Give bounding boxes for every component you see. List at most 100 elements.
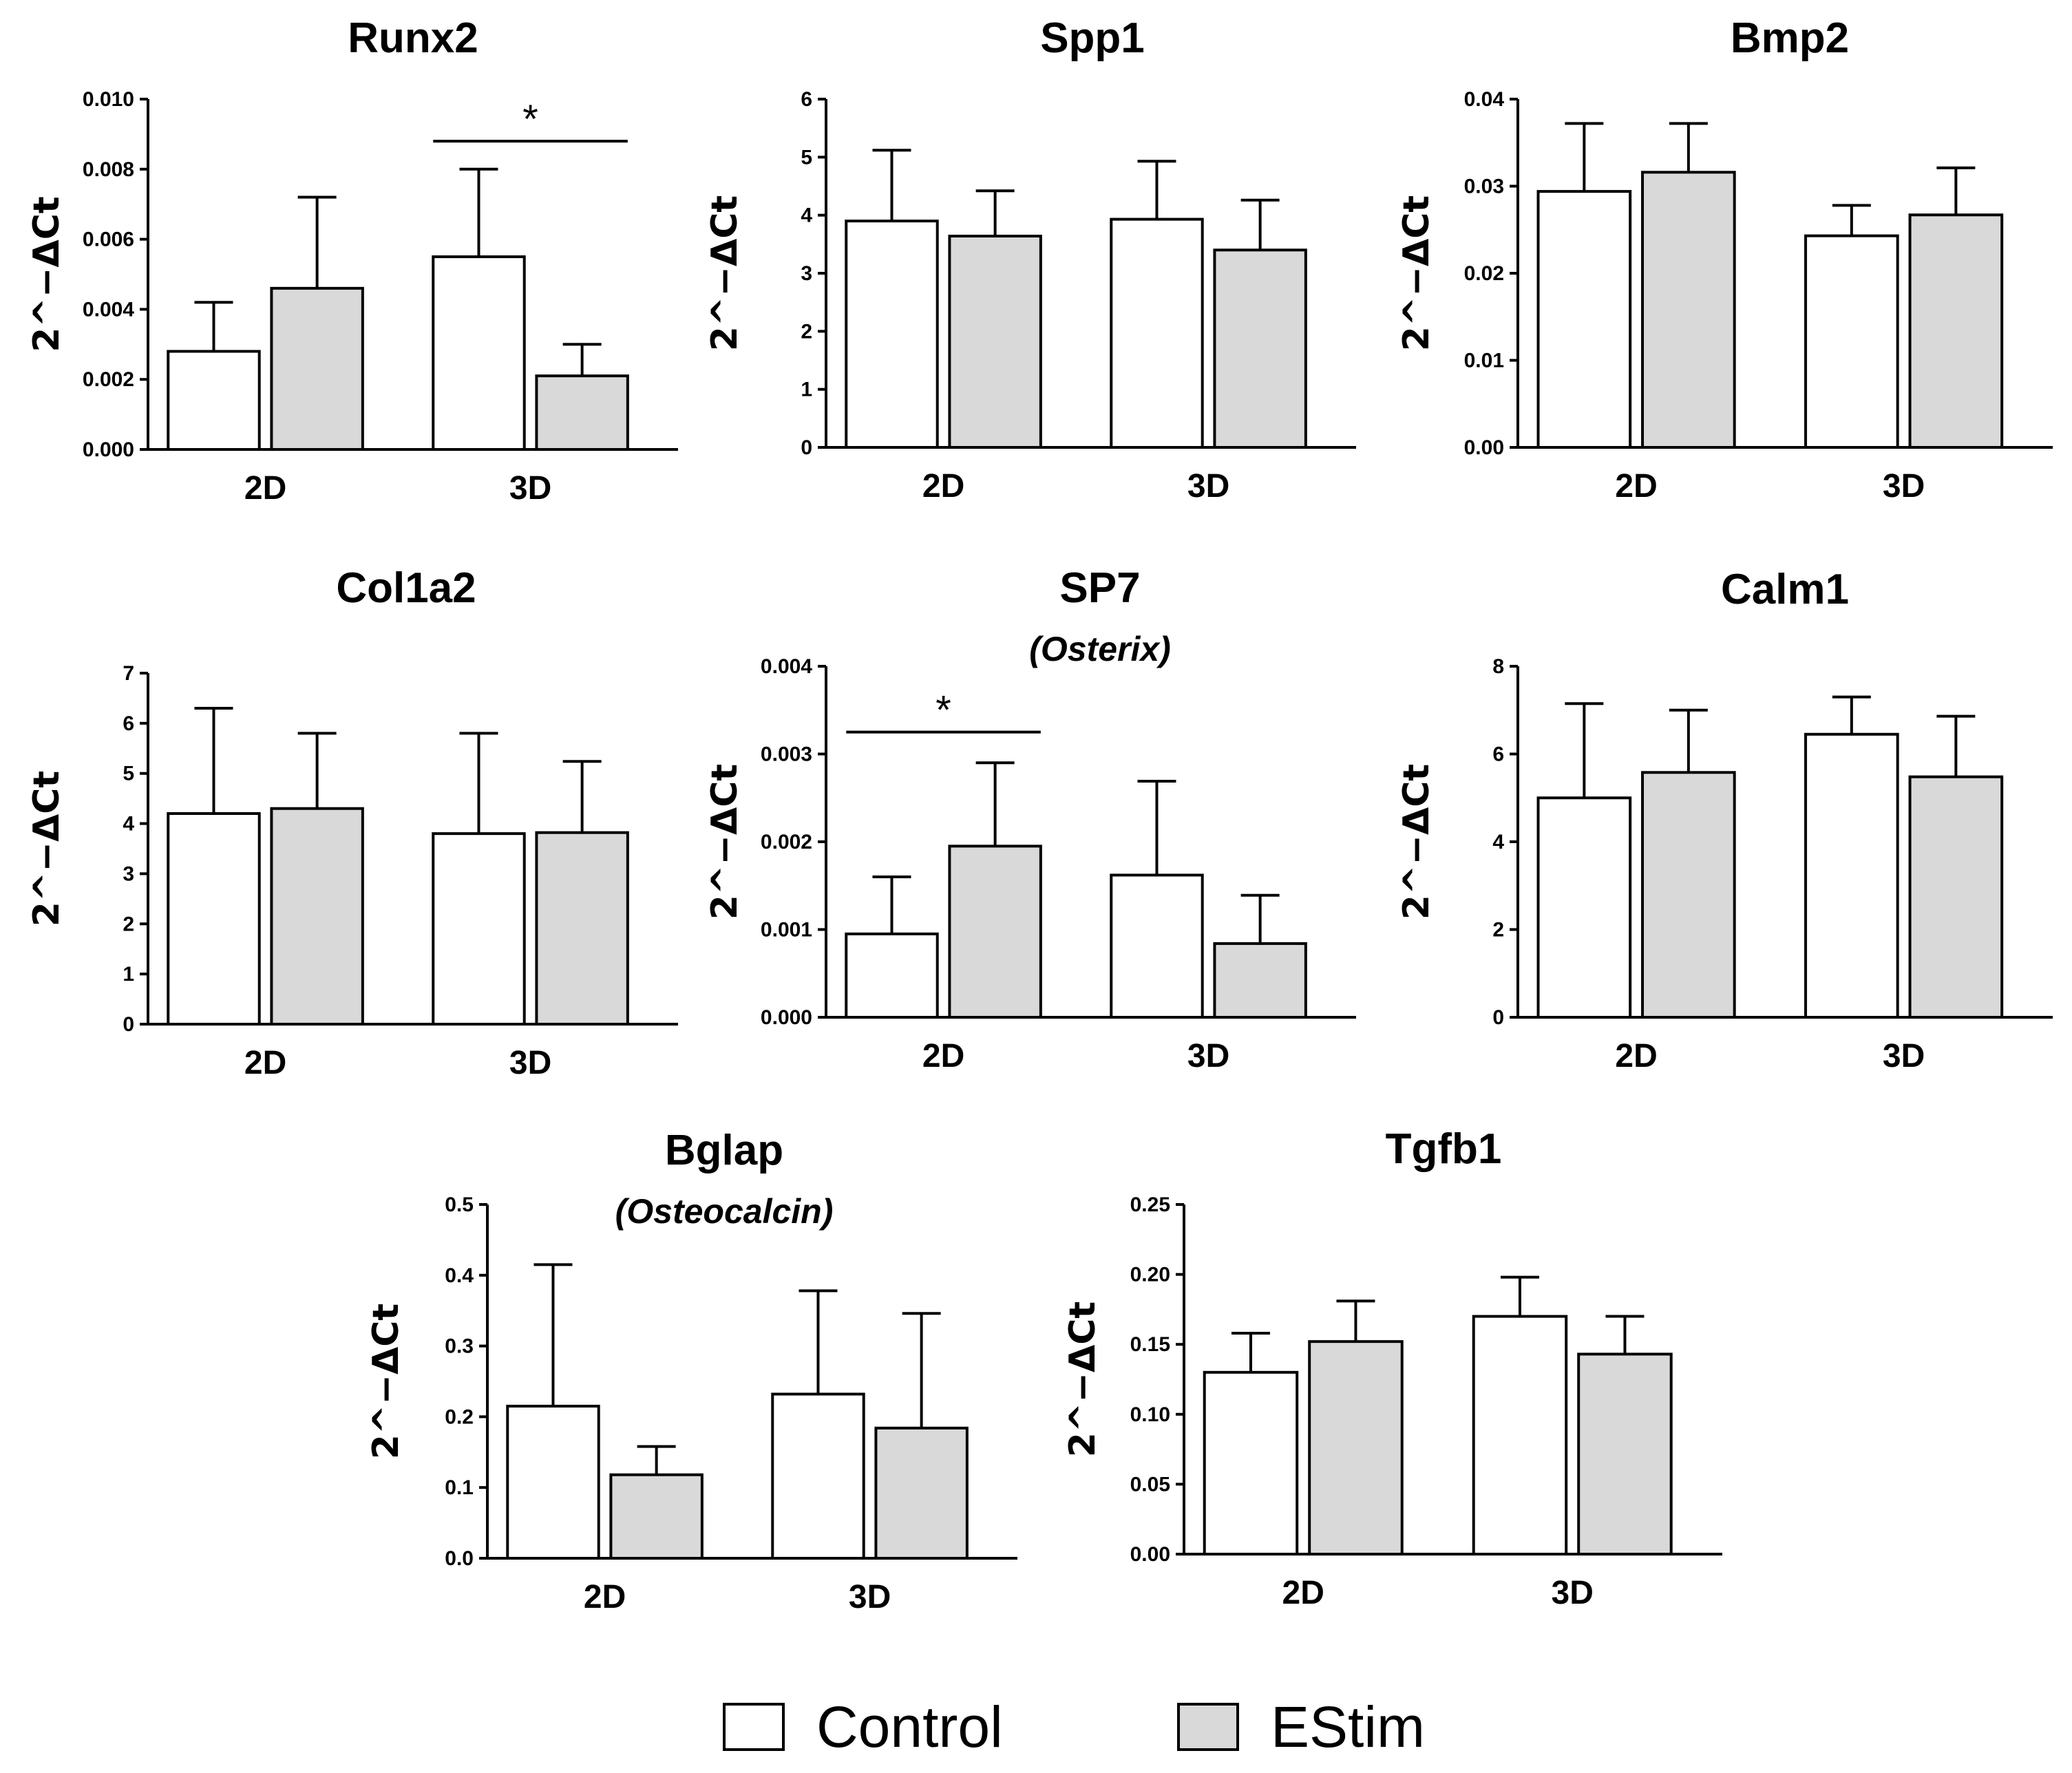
x-tick-label: 2D — [922, 468, 964, 505]
y-tick-label: 0.5 — [445, 1193, 474, 1216]
significance-star: * — [522, 97, 538, 142]
bar-3D-control — [1472, 1315, 1568, 1556]
y-axis-label: 2^−ΔCt — [704, 764, 746, 920]
legend: Control EStim — [723, 1695, 1425, 1759]
y-tick-label: 0.10 — [1130, 1403, 1170, 1426]
legend-label-control: Control — [816, 1695, 1003, 1759]
y-axis-label: 2^−ΔCt — [26, 196, 67, 352]
y-tick-label: 0.003 — [761, 743, 812, 766]
chart-title: Tgfb1 — [1386, 1125, 1502, 1173]
y-tick-label: 0.2 — [445, 1405, 474, 1428]
legend-swatch-estim — [1177, 1703, 1239, 1751]
bar-3D-estim — [1908, 775, 2004, 1019]
bar-3D-estim — [1908, 213, 2004, 449]
chart-title: SP7 — [1059, 564, 1140, 612]
y-tick-label: 0.1 — [445, 1476, 474, 1499]
y-tick-label: 2 — [801, 320, 812, 343]
y-tick-label: 0.05 — [1130, 1473, 1170, 1496]
chart-title: Col1a2 — [336, 564, 476, 612]
y-tick-label: 3 — [123, 862, 134, 885]
y-tick-label: 6 — [801, 88, 812, 111]
x-tick-label: 2D — [244, 1045, 286, 1081]
y-axis-label: 2^−ΔCt — [26, 771, 67, 927]
y-tick-label: 0 — [1492, 1006, 1504, 1029]
y-axis-label: 2^−ΔCt — [1396, 764, 1437, 920]
bar-3D-control — [432, 832, 526, 1026]
bar-3D-control — [771, 1392, 865, 1560]
bar-3D-estim — [1213, 942, 1307, 1019]
bar-3D-control — [1804, 732, 1899, 1019]
bar-3D-estim — [874, 1426, 969, 1560]
y-tick-label: 0.000 — [761, 1006, 812, 1029]
chart-spp1: Spp1 2^−ΔCt 0 1 2 3 4 5 6 2D 3D — [704, 14, 1356, 505]
bar-2D-control — [845, 220, 939, 449]
bar-2D-estim — [948, 235, 1042, 449]
chart-title: Bglap — [665, 1127, 783, 1174]
bar-2D-estim — [1641, 171, 1736, 449]
y-tick-label: 4 — [123, 813, 134, 836]
y-tick-label: 2 — [123, 913, 134, 935]
bar-3D-control — [1110, 873, 1204, 1019]
y-tick-label: 0.008 — [83, 158, 134, 181]
chart-calm1: Calm1 2^−ΔCt 0 2 4 6 8 2D 3D — [1396, 566, 2053, 1074]
bar-2D-control — [167, 812, 261, 1026]
y-tick-label: 4 — [1492, 831, 1504, 853]
chart-tgfb1: Tgfb1 2^−ΔCt 0.00 0.05 0.10 0.15 0.20 0.25 2D 3D — [1062, 1125, 1722, 1611]
y-tick-label: 0.006 — [83, 229, 134, 251]
y-tick-label: 0.4 — [445, 1264, 474, 1287]
y-tick-label: 3 — [801, 262, 812, 285]
y-tick-label: 0.010 — [83, 88, 134, 111]
bar-3D-control — [1804, 234, 1899, 449]
bar-3D-estim — [1213, 248, 1307, 449]
y-tick-label: 5 — [123, 763, 134, 785]
y-tick-label: 0.004 — [83, 298, 134, 321]
chart-bglap: Bglap (Osteocalcin) 2^−ΔCt 0.0 0.1 0.2 0.3 0.4 0… — [366, 1127, 1017, 1615]
y-axis-label: 2^−ΔCt — [1062, 1302, 1103, 1458]
chart-title: Spp1 — [1040, 14, 1145, 62]
y-tick-label: 0.20 — [1130, 1264, 1170, 1286]
x-tick-label: 2D — [1615, 1038, 1657, 1074]
bar-2D-estim — [1641, 771, 1736, 1019]
y-tick-label: 0 — [123, 1013, 134, 1036]
bar-2D-estim — [1308, 1340, 1404, 1556]
x-tick-label: 3D — [1187, 468, 1229, 505]
bar-2D-estim — [270, 286, 364, 451]
y-tick-label: 0.04 — [1464, 88, 1505, 111]
x-tick-label: 2D — [244, 470, 286, 507]
chart-bmp2: Bmp2 2^−ΔCt 0.00 0.01 0.02 0.03 0.04 2D 3D — [1396, 14, 2053, 505]
x-tick-label: 3D — [849, 1579, 891, 1615]
x-tick-label: 3D — [1883, 468, 1925, 505]
x-tick-label: 3D — [509, 1045, 551, 1081]
y-tick-label: 0.25 — [1130, 1193, 1170, 1216]
chart-title: Calm1 — [1721, 566, 1849, 613]
y-tick-label: 0.01 — [1464, 350, 1504, 372]
legend-swatch-control — [723, 1703, 785, 1751]
bar-2D-estim — [948, 845, 1042, 1019]
bar-2D-control — [506, 1404, 600, 1560]
chart-col1a2: Col1a2 2^−ΔCt 0 1 2 3 4 5 6 7 2D 3D — [26, 564, 678, 1081]
bar-2D-control — [1203, 1370, 1299, 1556]
y-tick-label: 0.0 — [445, 1547, 474, 1570]
y-tick-label: 0.15 — [1130, 1333, 1170, 1356]
bar-2D-estim — [270, 807, 364, 1026]
y-axis-label: 2^−ΔCt — [704, 195, 746, 352]
bar-2D-control — [1536, 796, 1632, 1019]
y-tick-label: 1 — [123, 963, 134, 986]
bar-3D-estim — [535, 374, 629, 451]
y-tick-label: 6 — [1492, 743, 1504, 766]
y-tick-label: 0.002 — [761, 831, 812, 853]
x-tick-label: 3D — [1552, 1575, 1594, 1611]
y-tick-label: 0 — [801, 436, 812, 459]
y-axis-label: 2^−ΔCt — [1396, 195, 1437, 352]
x-tick-label: 2D — [584, 1579, 626, 1615]
x-tick-label: 3D — [1187, 1038, 1229, 1074]
y-tick-label: 0.00 — [1464, 436, 1504, 459]
bar-2D-control — [1536, 190, 1632, 449]
y-tick-label: 0.004 — [761, 655, 812, 678]
x-tick-label: 3D — [509, 470, 551, 507]
chart-title: Runx2 — [348, 14, 478, 62]
y-tick-label: 0.002 — [83, 368, 134, 391]
y-tick-label: 7 — [123, 662, 134, 685]
y-tick-label: 4 — [801, 204, 812, 227]
